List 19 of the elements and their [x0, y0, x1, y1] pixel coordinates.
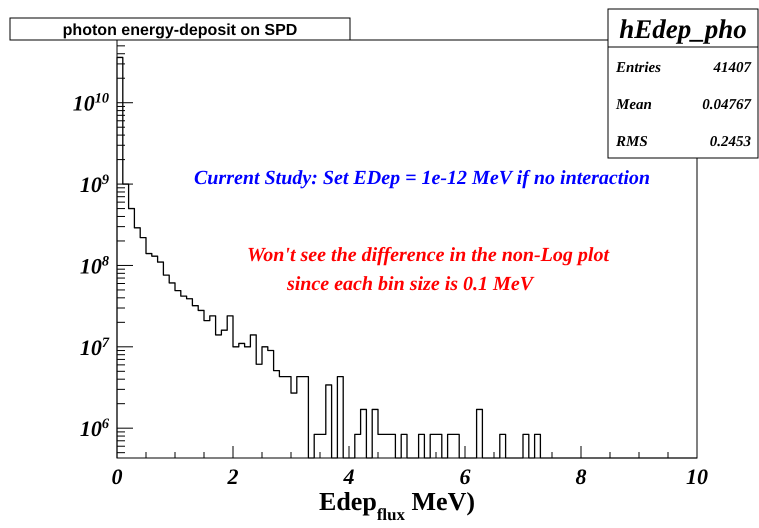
- y-tick-label: 10$^{10}$: [72, 90, 109, 116]
- text: RMS 0.2453: [616, 134, 751, 150]
- chart-title: photon energy-deposit on SPD: [62, 22, 298, 39]
- y-tick-label: 10$^{6}$: [80, 416, 110, 442]
- x-axis-title: Edep$_{flux}$ MeV): [319, 487, 475, 524]
- x-tick-label: 4: [342, 464, 354, 489]
- y-tick-label: 10$^{9}$: [80, 172, 109, 198]
- text: Mean 0.04767: [616, 97, 751, 113]
- x-tick-label: 2: [226, 464, 238, 489]
- y-tick-label: 10$^{7}$: [80, 334, 110, 360]
- text: Entries 41407: [616, 60, 751, 76]
- y-tick-label: 10$^{8}$: [80, 253, 109, 278]
- x-tick-label: 6: [460, 464, 470, 489]
- x-tick-label: 10: [686, 464, 708, 489]
- annotation: Won't see the difference in the non-Log plot since each bin size is 0.1 MeV: [246, 244, 610, 295]
- x-tick-label: 0: [112, 464, 122, 489]
- annotation: Current Study: Set EDep = 1e-12 MeV if no interaction: [194, 167, 650, 189]
- annotation: hEdep_pho: [619, 14, 747, 44]
- x-tick-label: 8: [576, 464, 586, 489]
